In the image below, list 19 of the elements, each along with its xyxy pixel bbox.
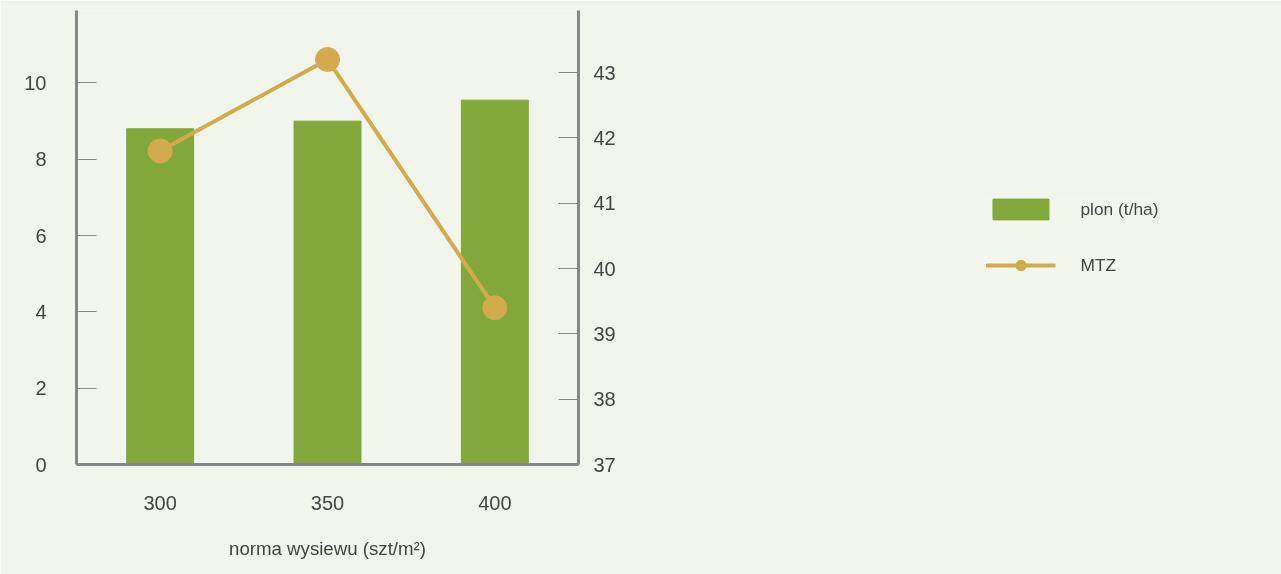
y2-tick-label: 43 — [593, 61, 616, 84]
y-tick-label: 4 — [35, 300, 47, 323]
x-axis-title: norma wysiewu (szt/m²) — [229, 537, 426, 559]
legend-label: plon (t/ha) — [1080, 198, 1159, 220]
x-tick-label: 300 — [143, 491, 177, 514]
y2-tick-label: 38 — [593, 388, 616, 411]
x-tick-label: 400 — [478, 491, 512, 514]
y-tick-label: 6 — [35, 224, 47, 247]
y-tick-label: 2 — [35, 377, 47, 400]
x-tick-label: 350 — [310, 491, 345, 514]
y-tick-label: 0 — [35, 453, 47, 476]
y-tick-label: 10 — [24, 71, 47, 94]
legend-label: MTZ — [1080, 254, 1117, 276]
y2-tick-label: 40 — [593, 257, 616, 280]
y-tick-label: 8 — [35, 148, 47, 171]
y2-tick-label: 41 — [593, 192, 616, 215]
y2-tick-label: 42 — [593, 126, 616, 149]
y2-tick-label: 39 — [593, 322, 616, 345]
y2-tick-label: 37 — [593, 453, 616, 476]
